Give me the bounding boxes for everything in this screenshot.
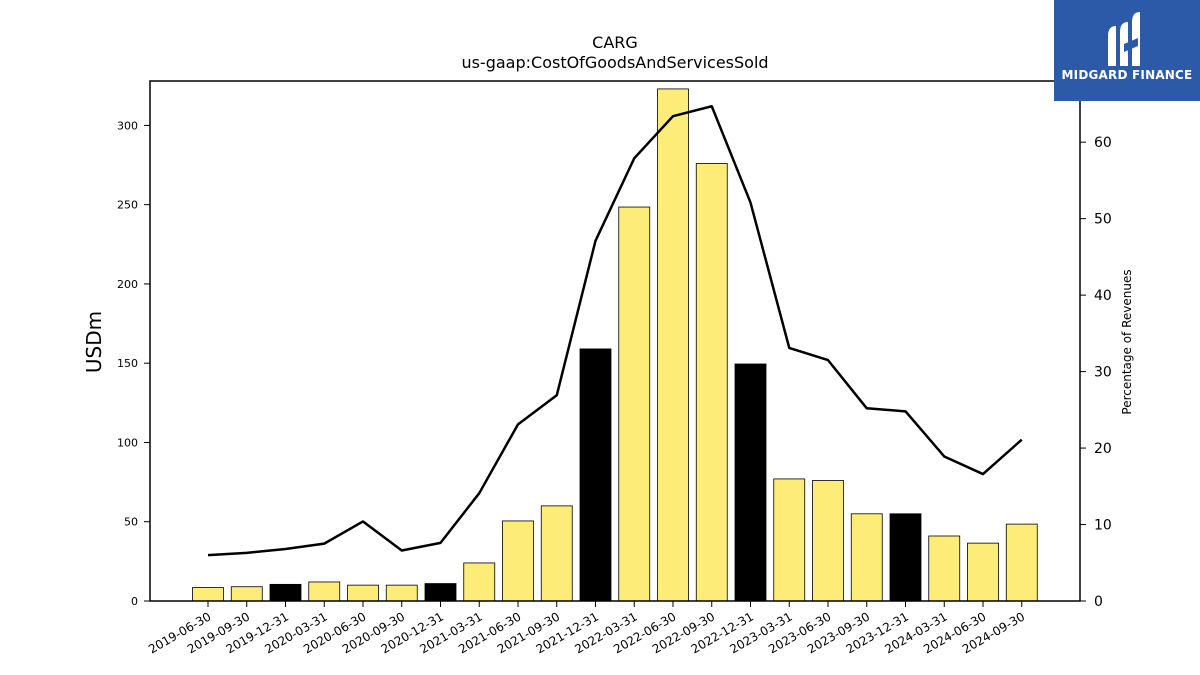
y-axis-left: 0 50 100 150 200 250 300 — [117, 119, 150, 608]
bar-2022-06-30 — [657, 88, 689, 602]
bar-2019-06-30 — [192, 587, 224, 602]
y-tick-label-left: 300 — [117, 119, 138, 132]
y-tick-label-right: 0 — [1094, 594, 1103, 610]
y-tick-label-left: 150 — [117, 357, 138, 370]
midgard-finance-logo: MIDGARD FINANCE — [1054, 0, 1200, 101]
y-axis-label-right: Percentage of Revenues — [1120, 269, 1134, 414]
percentage-line — [207, 104, 1023, 557]
y-tick-label-right: 50 — [1094, 212, 1112, 228]
bar-2024-06-30 — [967, 542, 999, 602]
bar-2023-09-30 — [850, 513, 883, 602]
y-tick-label-left: 250 — [117, 199, 138, 212]
midgard-logo-icon — [1108, 12, 1140, 66]
bar-2020-03-31 — [308, 581, 341, 602]
bar-2022-03-31 — [618, 206, 651, 602]
y-tick-label-right: 10 — [1094, 518, 1112, 534]
y-tick-label-left: 200 — [117, 278, 138, 291]
logo-text: MIDGARD FINANCE — [1061, 68, 1193, 82]
plot-frame — [149, 80, 1081, 602]
y-axis-right: 0 10 20 30 40 50 60 — [1080, 135, 1112, 610]
bar-2023-12-31 — [889, 513, 922, 602]
bar-2022-12-31 — [734, 363, 767, 602]
chart-subtitle: us-gaap:CostOfGoodsAndServicesSold — [461, 53, 768, 72]
y-axis-label-left: USDm — [82, 311, 106, 373]
bar-2022-09-30 — [695, 163, 728, 602]
y-tick-label-right: 30 — [1094, 365, 1112, 381]
y-tick-label-left: 0 — [131, 595, 138, 608]
chart-title: CARG — [592, 33, 638, 52]
bar-2021-03-31 — [463, 562, 496, 602]
bar-2021-12-31 — [579, 348, 612, 602]
bar-2020-09-30 — [385, 584, 418, 602]
y-tick-label-right: 40 — [1094, 288, 1112, 304]
bar-2021-09-30 — [540, 505, 573, 602]
y-tick-label-left: 50 — [124, 516, 138, 529]
bar-2023-06-30 — [812, 480, 844, 602]
bar-2024-03-31 — [928, 535, 961, 602]
bar-2024-09-30 — [1005, 523, 1038, 602]
x-axis: 2019-06-302019-09-302019-12-312020-03-31… — [146, 601, 1027, 656]
bar-2023-03-31 — [773, 478, 806, 602]
bar-2019-09-30 — [230, 586, 263, 602]
y-tick-label-right: 20 — [1094, 441, 1112, 457]
line-series — [207, 104, 1023, 557]
bar-2020-12-31 — [424, 583, 457, 602]
y-tick-label-left: 100 — [117, 436, 138, 449]
bar-2019-12-31 — [269, 583, 302, 602]
y-tick-label-right: 60 — [1094, 135, 1112, 151]
bar-2020-06-30 — [347, 584, 379, 602]
bar-2021-06-30 — [502, 520, 534, 602]
bar-series — [192, 88, 1038, 602]
